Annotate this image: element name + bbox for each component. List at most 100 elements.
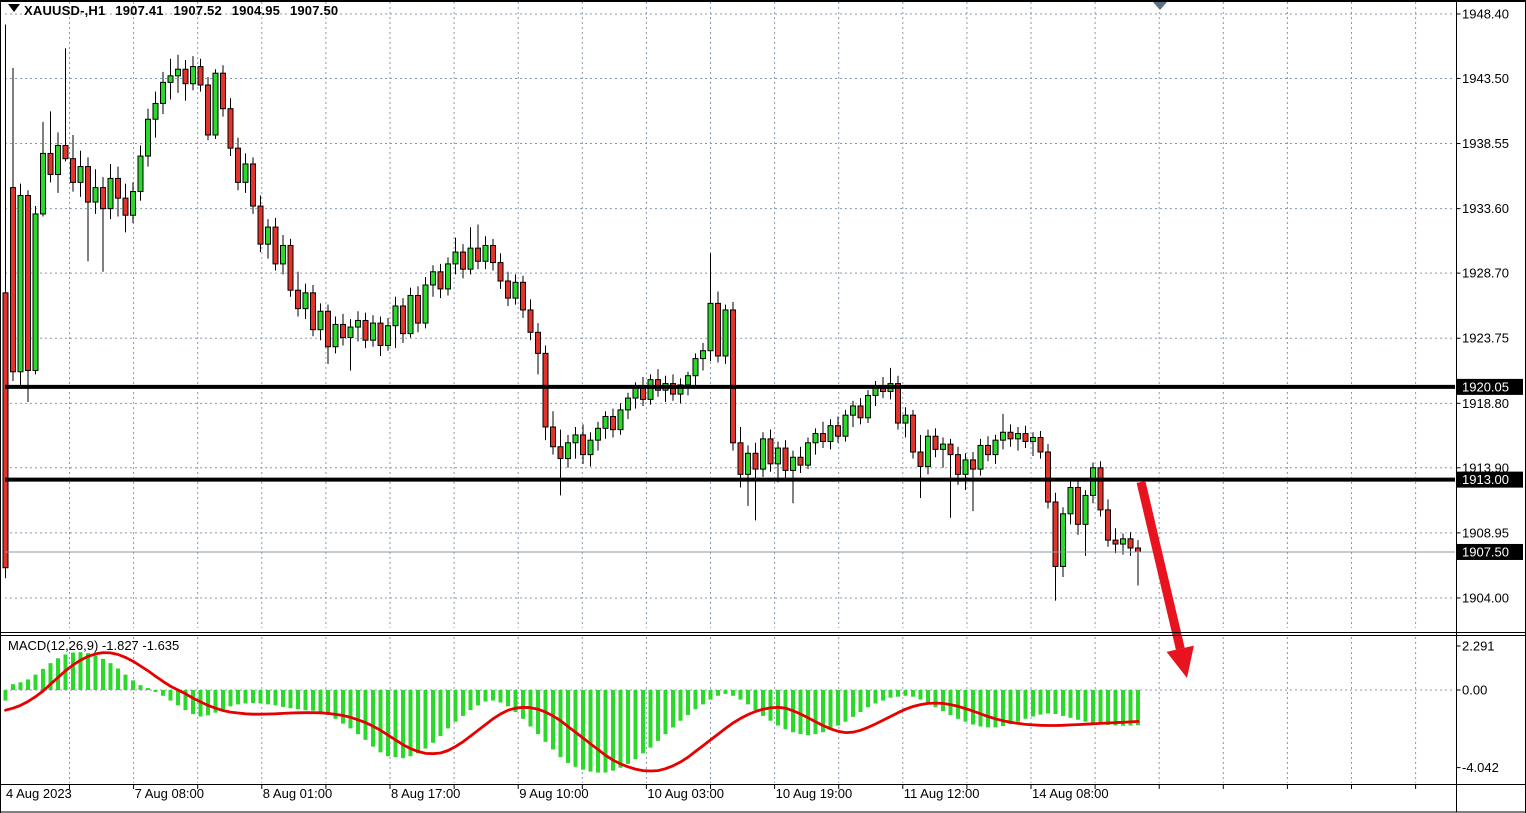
macd-bar xyxy=(303,690,308,711)
macd-bar xyxy=(33,674,38,690)
bull-candle xyxy=(407,294,414,335)
symbol-dropdown-icon[interactable] xyxy=(8,4,20,12)
bull-candle xyxy=(647,379,654,400)
bear-candle xyxy=(1097,467,1104,511)
bear-candle xyxy=(2,292,9,569)
bear-candle xyxy=(1052,501,1059,567)
macd-bar xyxy=(41,668,45,690)
trend-arrow[interactable] xyxy=(1136,480,1194,678)
macd-bar xyxy=(416,690,420,754)
symbol-period-label: XAUUSD-,H1 xyxy=(24,3,106,18)
macd-bar xyxy=(708,690,713,700)
macd-tick-label: 0.00 xyxy=(1462,683,1487,698)
bear-candle xyxy=(182,68,189,85)
bull-candle xyxy=(1030,437,1036,442)
macd-bar xyxy=(648,690,653,748)
bear-candle xyxy=(325,310,331,348)
time-tick-label: 7 Aug 08:00 xyxy=(135,786,204,801)
macd-bar xyxy=(168,690,173,701)
macd-indicator-label: MACD(12,26,9) -1.827 -1.635 xyxy=(8,638,180,653)
time-tick-label: 9 Aug 10:00 xyxy=(519,786,588,801)
bear-candle xyxy=(250,163,256,207)
macd-bar xyxy=(491,690,495,701)
bear-candle xyxy=(947,443,954,456)
bear-candle xyxy=(1022,433,1029,442)
macd-bar xyxy=(1053,690,1058,714)
bear-candle xyxy=(25,195,31,371)
macd-bar xyxy=(266,690,270,705)
bear-candle xyxy=(497,262,504,282)
macd-bar xyxy=(611,690,615,771)
macd-bar xyxy=(296,690,300,710)
bear-candle xyxy=(505,280,511,299)
bear-candle xyxy=(715,302,721,357)
bear-candle xyxy=(985,444,991,456)
macd-bar xyxy=(641,690,645,754)
price-tick-label: 1938.55 xyxy=(1462,136,1509,151)
macd-bar xyxy=(461,690,465,716)
macd-bar xyxy=(498,690,503,703)
macd-bar xyxy=(258,690,263,704)
bear-candle xyxy=(1045,451,1051,503)
bull-candle xyxy=(632,387,639,399)
macd-bar xyxy=(986,690,990,728)
time-tick-label: 8 Aug 17:00 xyxy=(391,786,460,801)
macd-bar xyxy=(123,674,128,690)
price-tick-label: 1904.00 xyxy=(1462,590,1509,605)
bear-candle xyxy=(70,158,76,183)
macd-bar xyxy=(1008,690,1013,725)
macd-tick-label: 2.291 xyxy=(1462,639,1495,654)
bear-candle xyxy=(917,451,924,467)
time-tick-label: 11 Aug 12:00 xyxy=(904,786,980,801)
price-badge-label: 1913.00 xyxy=(1462,472,1509,487)
macd-bar xyxy=(851,690,855,717)
macd-bar xyxy=(746,690,750,705)
bear-candle xyxy=(1075,487,1081,525)
macd-bar xyxy=(71,652,75,690)
macd-bar xyxy=(513,690,518,713)
bear-candle xyxy=(752,452,759,470)
bull-candle xyxy=(55,145,61,175)
bull-candle xyxy=(467,247,474,270)
trend-arrow-shaft[interactable] xyxy=(1136,480,1185,650)
bull-candle xyxy=(40,152,46,215)
macd-bar xyxy=(1061,690,1065,716)
macd-bar xyxy=(753,690,758,711)
bull-candle xyxy=(1060,513,1066,567)
bear-candle xyxy=(640,387,646,400)
bull-candle xyxy=(422,284,429,324)
macd-bar xyxy=(866,690,870,708)
macd-bar xyxy=(341,690,345,724)
price-tick-label: 1923.75 xyxy=(1462,331,1509,346)
macd-bar xyxy=(656,690,660,741)
bear-candle xyxy=(820,433,826,442)
macd-bar xyxy=(108,663,113,690)
bull-candle xyxy=(940,443,946,450)
bear-candle xyxy=(235,147,241,183)
low-value: 1904.95 xyxy=(231,3,281,18)
price-badge xyxy=(1457,471,1523,488)
bear-candle xyxy=(527,309,534,333)
trend-arrow-head[interactable] xyxy=(1166,645,1194,678)
macd-bar xyxy=(93,655,98,690)
macd-bar xyxy=(236,690,240,705)
bear-candle xyxy=(10,187,16,373)
bear-candle xyxy=(377,322,384,346)
scroll-to-end-icon[interactable] xyxy=(1153,2,1167,10)
bear-candle xyxy=(910,414,916,453)
bear-candle xyxy=(415,294,421,324)
macd-bar xyxy=(581,690,585,770)
bull-candle xyxy=(842,414,849,437)
bear-candle xyxy=(287,244,294,291)
bear-candle xyxy=(542,352,549,428)
macd-bar xyxy=(948,690,953,715)
bull-candle xyxy=(565,442,571,460)
macd-bar xyxy=(476,690,480,706)
macd-bar xyxy=(693,690,698,710)
macd-bar xyxy=(1113,690,1118,726)
bear-candle xyxy=(730,309,736,444)
price-axis: 1948.40 1943.50 1938.55 1933.60 1928.70 1923.… xyxy=(1456,7,1523,775)
bull-candle xyxy=(625,397,631,411)
